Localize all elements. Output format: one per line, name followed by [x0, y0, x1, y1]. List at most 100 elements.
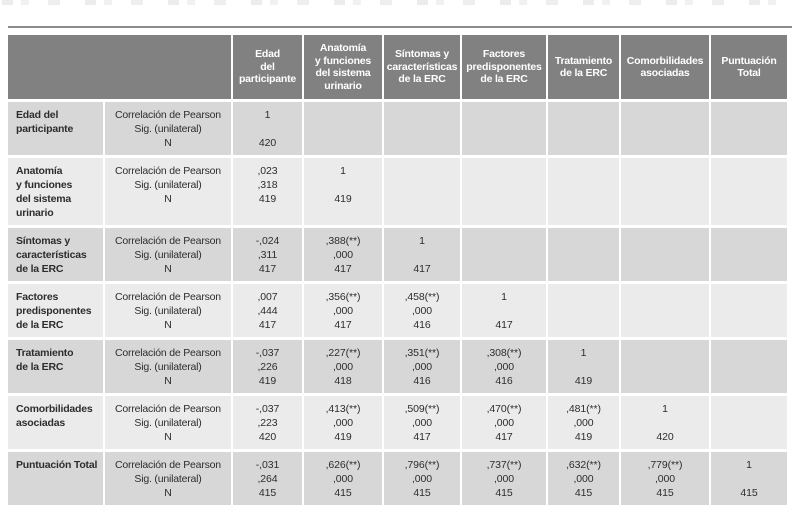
value-line: ,000 — [493, 473, 515, 485]
value-line — [464, 234, 544, 248]
value-line — [623, 416, 707, 430]
value-line — [306, 108, 380, 122]
row-label: Puntuación Total — [8, 452, 103, 505]
value-line — [550, 304, 617, 318]
value-line: ,000 — [573, 473, 594, 485]
value-line: 420 — [656, 431, 674, 443]
stat-label: Correlación de Pearson — [115, 291, 221, 303]
value-line: ,227(**) — [325, 347, 361, 359]
stat-label: Correlación de Pearson — [115, 165, 221, 177]
value-cell: ,632(**) ,000 415 — [548, 452, 619, 505]
value-line — [623, 374, 707, 388]
value-cell: ,388(**) ,000 417 — [304, 228, 382, 281]
value-line: 417 — [258, 319, 277, 331]
value-line — [464, 108, 544, 122]
value-line — [713, 192, 785, 206]
value-line: ,000 — [411, 417, 433, 429]
value-line: -,031 — [255, 459, 280, 471]
value-cell — [621, 340, 709, 393]
value-line — [464, 136, 544, 150]
value-cell: -,037 ,223 420 — [233, 396, 302, 449]
value-cell: -,037 ,226 419 — [233, 340, 302, 393]
value-line: ,779(**) — [647, 459, 683, 471]
value-line — [623, 192, 707, 206]
value-line: 419 — [258, 375, 277, 387]
value-line — [713, 178, 785, 192]
value-cell: ,351(**) ,000 416 — [384, 340, 460, 393]
value-cell — [621, 228, 709, 281]
value-line: ,000 — [332, 473, 354, 485]
value-line: ,796(**) — [404, 459, 440, 471]
value-line — [386, 164, 458, 178]
value-cell — [548, 158, 619, 225]
value-line: 1 — [419, 235, 425, 247]
stat-label: Correlación de Pearson — [115, 235, 221, 247]
value-line — [306, 122, 380, 136]
value-cell: ,023 ,318 419 — [233, 158, 302, 225]
value-line — [623, 304, 707, 318]
row-label: Síntomas y características de la ERC — [8, 228, 103, 281]
value-line — [464, 178, 544, 192]
value-line — [235, 122, 300, 136]
value-line: 415 — [574, 487, 593, 499]
value-cell: 1 420 — [233, 102, 302, 155]
value-line: ,308(**) — [486, 347, 522, 359]
correlation-table-wrap: Edad del participante Anatomía y funcion… — [8, 26, 792, 507]
top-rule — [8, 26, 792, 28]
value-line: ,351(**) — [404, 347, 440, 359]
value-cell: ,470(**) ,000 417 — [462, 396, 546, 449]
value-cell: 1 420 — [621, 396, 709, 449]
value-line: ,458(**) — [404, 291, 440, 303]
value-cell — [711, 396, 787, 449]
stat-label: Correlación de Pearson — [115, 109, 221, 121]
value-line — [713, 248, 785, 262]
value-cell: -,024 ,311 417 — [233, 228, 302, 281]
value-line — [464, 248, 544, 262]
stat-labels-cell: Correlación de Pearson Sig. (unilateral) N — [105, 228, 231, 281]
value-line: ,000 — [411, 361, 433, 373]
value-line — [623, 248, 707, 262]
col-header-comorbilidades: Comorbilidades asociadas — [621, 35, 709, 99]
value-cell — [548, 228, 619, 281]
header-row: Edad del participante Anatomía y funcion… — [8, 35, 787, 99]
value-line — [386, 108, 458, 122]
value-cell — [462, 102, 546, 155]
value-line: ,356(**) — [325, 291, 361, 303]
value-cell — [384, 158, 460, 225]
value-line: 417 — [334, 319, 352, 331]
table-row: Edad del participante Correlación de Pear… — [8, 102, 787, 155]
value-cell: ,481(**) ,000 419 — [548, 396, 619, 449]
value-cell: 1 419 — [304, 158, 382, 225]
value-line: 419 — [334, 431, 352, 443]
value-line: 418 — [334, 375, 352, 387]
col-header-sintomas: Síntomas y características de la ERC — [384, 35, 460, 99]
value-cell: ,227(**) ,000 418 — [304, 340, 382, 393]
value-line: 419 — [574, 375, 593, 387]
value-cell: ,796(**) ,000 415 — [384, 452, 460, 505]
stat-labels-cell: Correlación de Pearson Sig. (unilateral) N — [105, 158, 231, 225]
value-line: ,481(**) — [566, 403, 601, 415]
value-line — [386, 122, 458, 136]
value-line: 419 — [334, 193, 352, 205]
table-row: Comorbilidades asociadas Correlación de P… — [8, 396, 787, 449]
value-line — [386, 136, 458, 150]
value-line — [713, 402, 785, 416]
value-line — [623, 346, 707, 360]
value-line: ,470(**) — [486, 403, 522, 415]
value-line: 417 — [495, 319, 513, 331]
value-cell: 1 419 — [548, 340, 619, 393]
table-row: Tratamiento de la ERC Correlación de Pear… — [8, 340, 787, 393]
stat-label: Sig. (unilateral) — [134, 417, 202, 429]
value-line: ,023 — [257, 165, 278, 177]
value-line — [623, 108, 707, 122]
col-header-factores: Factores predisponentes de la ERC — [462, 35, 546, 99]
value-line — [386, 178, 458, 192]
value-cell — [711, 158, 787, 225]
value-line: ,632(**) — [566, 459, 601, 471]
value-line — [623, 164, 707, 178]
table-row: Síntomas y características de la ERC Corr… — [8, 228, 787, 281]
value-line: ,007 — [257, 291, 278, 303]
correlation-table: Edad del participante Anatomía y funcion… — [6, 32, 789, 507]
row-label: Anatomía y funciones del sistema urinari… — [8, 158, 103, 225]
value-line — [623, 290, 707, 304]
